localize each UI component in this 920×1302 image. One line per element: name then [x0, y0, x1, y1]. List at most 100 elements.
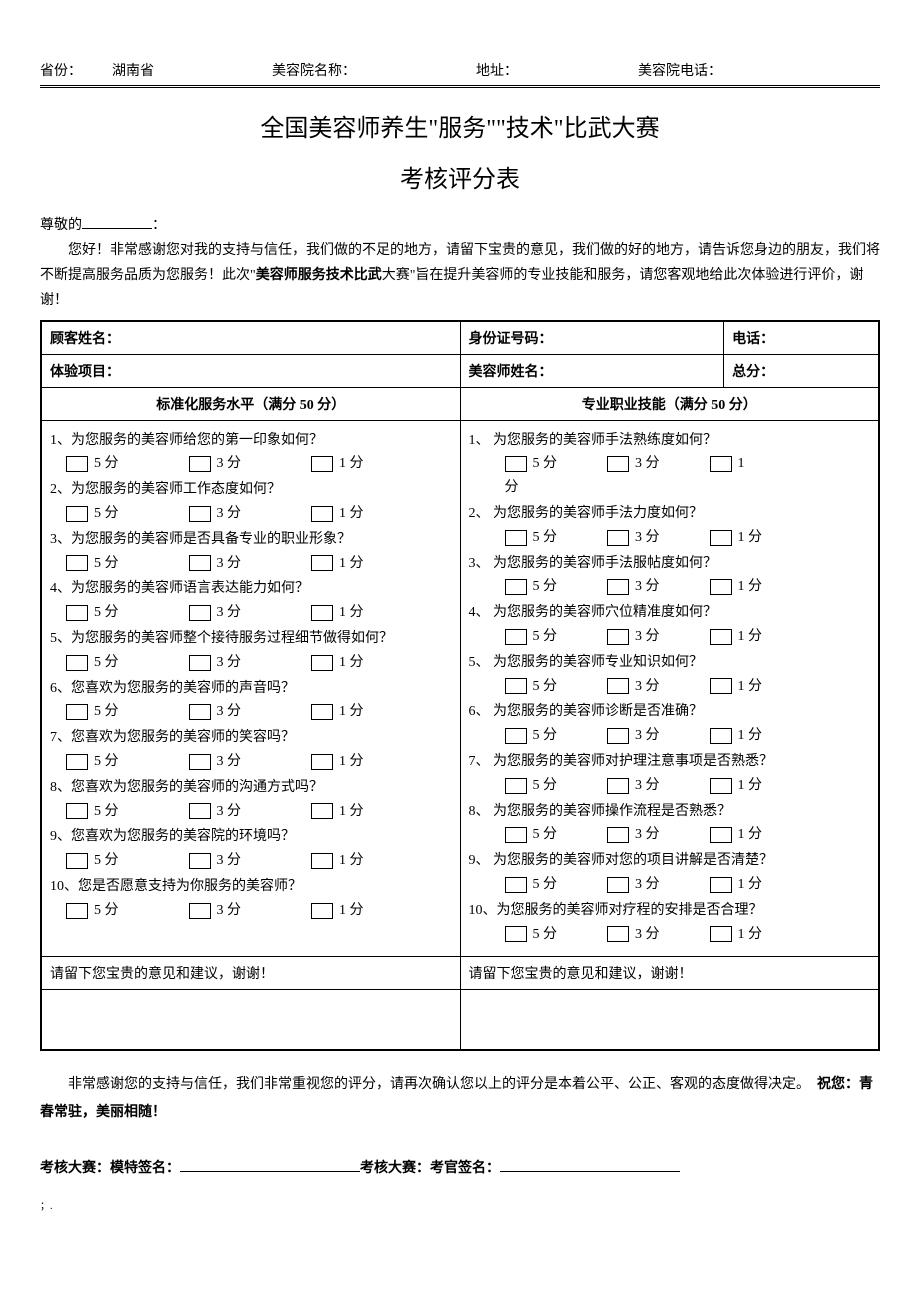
checkbox[interactable]	[311, 803, 333, 819]
checkbox[interactable]	[505, 456, 527, 472]
customer-name-cell[interactable]: 顾客姓名：	[41, 321, 460, 355]
score-label: 3 分	[635, 823, 660, 847]
checkbox[interactable]	[710, 827, 732, 843]
greeting-name-blank[interactable]	[82, 228, 152, 229]
checkbox[interactable]	[189, 456, 211, 472]
checkbox[interactable]	[189, 506, 211, 522]
score-label: 5 分	[533, 774, 558, 798]
checkbox[interactable]	[189, 903, 211, 919]
checkbox[interactable]	[66, 754, 88, 770]
options-row: 5 分3 分1 分	[469, 575, 871, 599]
right-feedback-label: 请留下您宝贵的意见和建议，谢谢！	[460, 957, 879, 990]
checkbox[interactable]	[66, 655, 88, 671]
checkbox[interactable]	[311, 655, 333, 671]
checkbox[interactable]	[607, 877, 629, 893]
score-option: 1 分	[710, 923, 763, 947]
checkbox[interactable]	[710, 530, 732, 546]
checkbox[interactable]	[66, 506, 88, 522]
checkbox[interactable]	[189, 605, 211, 621]
checkbox[interactable]	[311, 605, 333, 621]
checkbox[interactable]	[66, 704, 88, 720]
question-text: 9、 为您服务的美容师对您的项目讲解是否清楚？	[469, 849, 871, 873]
checkbox[interactable]	[311, 456, 333, 472]
checkbox[interactable]	[189, 655, 211, 671]
checkbox[interactable]	[505, 579, 527, 595]
score-label: 3 分	[635, 724, 660, 748]
score-label: 1 分	[339, 849, 364, 873]
checkbox[interactable]	[710, 629, 732, 645]
beautician-name-cell[interactable]: 美容师姓名：	[460, 354, 724, 387]
score-option: 3 分	[189, 899, 242, 923]
score-label: 5 分	[94, 552, 119, 576]
checkbox[interactable]	[189, 704, 211, 720]
phone-cell[interactable]: 电话：	[724, 321, 879, 355]
checkbox[interactable]	[607, 456, 629, 472]
checkbox[interactable]	[311, 704, 333, 720]
checkbox[interactable]	[66, 605, 88, 621]
checkbox[interactable]	[66, 903, 88, 919]
checkbox[interactable]	[710, 678, 732, 694]
id-number-cell[interactable]: 身份证号码：	[460, 321, 724, 355]
score-option: 3 分	[607, 625, 660, 649]
checkbox[interactable]	[710, 877, 732, 893]
checkbox[interactable]	[189, 853, 211, 869]
checkbox[interactable]	[66, 853, 88, 869]
checkbox[interactable]	[189, 803, 211, 819]
checkbox[interactable]	[66, 456, 88, 472]
checkbox[interactable]	[607, 579, 629, 595]
checkbox[interactable]	[710, 728, 732, 744]
score-option: 1 分	[710, 526, 763, 550]
score-option: 5 分	[505, 575, 558, 599]
right-section-header: 专业职业技能（满分 50 分）	[460, 387, 879, 420]
checkbox[interactable]	[607, 530, 629, 546]
judge-sig-line[interactable]	[500, 1171, 680, 1172]
score-label: 1 分	[738, 923, 763, 947]
score-option: 3 分	[607, 873, 660, 897]
question-text: 6、您喜欢为您服务的美容师的声音吗？	[50, 677, 452, 701]
checkbox[interactable]	[505, 827, 527, 843]
checkbox[interactable]	[311, 754, 333, 770]
checkbox[interactable]	[311, 903, 333, 919]
checkbox[interactable]	[505, 629, 527, 645]
checkbox[interactable]	[505, 678, 527, 694]
checkbox[interactable]	[311, 853, 333, 869]
feedback-row: 请留下您宝贵的意见和建议，谢谢！ 请留下您宝贵的意见和建议，谢谢！	[41, 957, 879, 990]
checkbox[interactable]	[66, 555, 88, 571]
checkbox[interactable]	[607, 778, 629, 794]
model-sig-line[interactable]	[180, 1171, 360, 1172]
salon-name-label: 美容院名称：	[272, 60, 356, 80]
checkbox[interactable]	[710, 778, 732, 794]
checkbox[interactable]	[607, 926, 629, 942]
checkbox[interactable]	[505, 778, 527, 794]
checkbox[interactable]	[607, 678, 629, 694]
checkbox[interactable]	[66, 803, 88, 819]
checkbox[interactable]	[189, 555, 211, 571]
checkbox[interactable]	[710, 456, 732, 472]
score-label: 5 分	[533, 675, 558, 699]
checkbox[interactable]	[607, 827, 629, 843]
left-feedback-input[interactable]	[41, 990, 460, 1050]
score-label: 3 分	[635, 873, 660, 897]
right-feedback-input[interactable]	[460, 990, 879, 1050]
checkbox[interactable]	[607, 629, 629, 645]
salon-phone-field: 美容院电话：	[638, 60, 722, 81]
score-label: 1 分	[339, 899, 364, 923]
checkbox[interactable]	[710, 926, 732, 942]
checkbox[interactable]	[607, 728, 629, 744]
question-text: 8、您喜欢为您服务的美容师的沟通方式吗？	[50, 776, 452, 800]
checkbox[interactable]	[311, 506, 333, 522]
checkbox[interactable]	[505, 728, 527, 744]
checkbox[interactable]	[505, 926, 527, 942]
checkbox[interactable]	[505, 877, 527, 893]
project-cell[interactable]: 体验项目：	[41, 354, 460, 387]
score-option: 1 分	[710, 675, 763, 699]
total-score-cell[interactable]: 总分：	[724, 354, 879, 387]
checkbox[interactable]	[505, 530, 527, 546]
checkbox[interactable]	[710, 579, 732, 595]
checkbox[interactable]	[311, 555, 333, 571]
score-label: 5 分	[533, 526, 558, 550]
question-item: 1、为您服务的美容师给您的第一印象如何？5 分3 分1 分	[50, 429, 452, 477]
score-label: 5 分	[94, 849, 119, 873]
score-option: 5 分	[66, 452, 119, 476]
checkbox[interactable]	[189, 754, 211, 770]
